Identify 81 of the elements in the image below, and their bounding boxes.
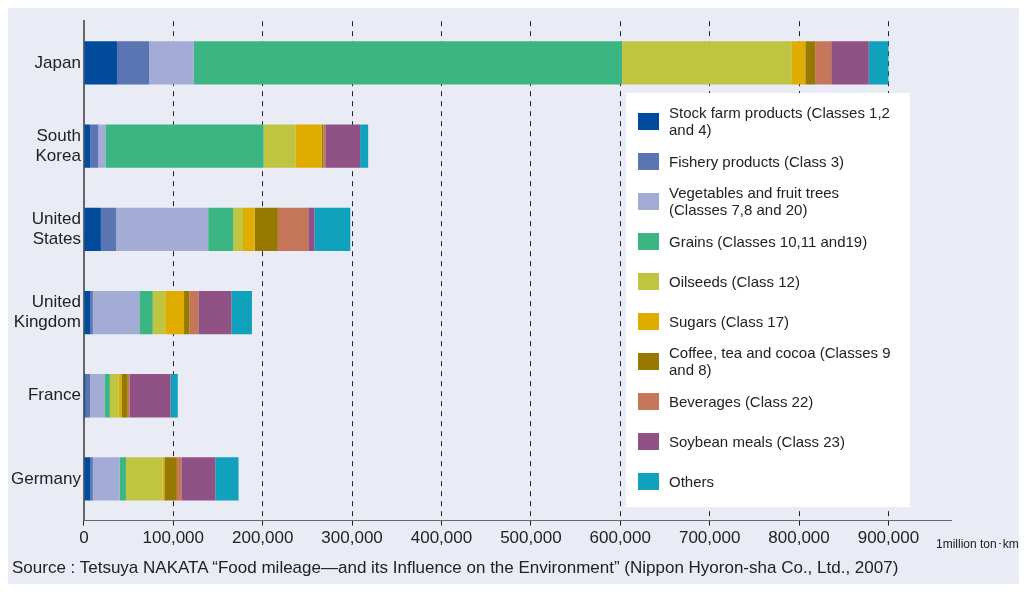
bar [233, 207, 244, 251]
bar [314, 207, 351, 251]
bar [208, 207, 234, 251]
y-tick-label: United Kingdom [13, 292, 81, 332]
legend-label: Beverages (Class 22) [669, 392, 815, 410]
x-tick-label: 200,000 [231, 528, 294, 548]
y-tick-label: United States [31, 208, 81, 249]
bar [277, 207, 309, 251]
bar [90, 124, 99, 168]
y-tick-label: Japan [34, 52, 81, 72]
legend-label: Oilseeds (Class 12) [669, 272, 801, 290]
x-tick-label: 500,000 [500, 528, 562, 548]
bar [84, 207, 101, 251]
bar [164, 457, 177, 501]
bar [360, 124, 369, 168]
bar [121, 374, 128, 418]
bar [90, 457, 93, 501]
bar [295, 124, 322, 168]
y-tick-label: France [27, 385, 81, 405]
bar [868, 41, 889, 85]
bar [90, 374, 105, 418]
bar [308, 207, 315, 251]
legend-label: Sugars (Class 17) [669, 312, 791, 330]
legend-label: Grains (Classes 10,11 and19) [669, 232, 869, 250]
bar [198, 290, 232, 335]
bar [105, 124, 264, 168]
bar [243, 207, 255, 251]
y-tick-label: Germany [10, 468, 82, 488]
bar [92, 457, 120, 501]
bar [152, 290, 166, 335]
bar [193, 41, 623, 85]
bar [805, 41, 816, 85]
bar [215, 457, 239, 501]
x-tick-label: 700,000 [678, 528, 741, 548]
source-note: Source : Tetsuya NAKATA “Food mileage—and its Influence on the Environment” (Nippon Hyoron-sha Co., Ltd., 2007) [12, 558, 899, 578]
bar [231, 290, 252, 335]
bar [84, 290, 91, 335]
x-axis-title: 1million ton･km [936, 537, 1019, 551]
bar [254, 207, 278, 251]
bar [129, 374, 171, 418]
bar [84, 41, 117, 85]
bar [139, 290, 153, 335]
legend-label: Coffee, tea and cocoa (Classes 9 and 8) [669, 344, 892, 378]
legend-label: Soybean meals (Class 23) [669, 432, 846, 450]
bar [98, 124, 106, 168]
legend-label: Vegetables and fruit trees (Classes 7,8 and 20) [669, 184, 841, 218]
bar [109, 374, 119, 418]
x-tick-label: 100,000 [142, 528, 205, 548]
bar [119, 457, 126, 501]
x-tick-label: 0 [79, 528, 89, 548]
bar [84, 124, 91, 168]
bar [791, 41, 806, 85]
bar [104, 374, 110, 418]
bar [181, 457, 216, 501]
bar [184, 290, 190, 335]
x-tick-label: 800,000 [768, 528, 830, 548]
bar [815, 41, 832, 85]
x-tick-label: 900,000 [857, 528, 920, 548]
bar [116, 207, 209, 251]
bar [831, 41, 869, 85]
bar [90, 290, 93, 335]
legend-label: Others [669, 472, 715, 490]
bar [325, 124, 361, 168]
bar [622, 41, 792, 85]
bar [116, 41, 150, 85]
bar [165, 290, 185, 335]
bar [176, 457, 182, 501]
bar [92, 290, 140, 335]
y-tick-label: South Korea [35, 125, 82, 165]
bar [189, 290, 199, 335]
bar [263, 124, 296, 168]
x-tick-label: 600,000 [589, 528, 651, 548]
bar [170, 374, 178, 418]
bar [125, 457, 163, 501]
x-tick-label: 400,000 [410, 528, 473, 548]
bar [84, 457, 91, 501]
legend-label: Stock farm products (Classes 1,2 and 4) [669, 104, 891, 138]
bar [100, 207, 117, 251]
bar [149, 41, 194, 85]
legend-label: Fishery products (Class 3) [669, 152, 846, 170]
x-tick-label: 300,000 [321, 528, 383, 548]
